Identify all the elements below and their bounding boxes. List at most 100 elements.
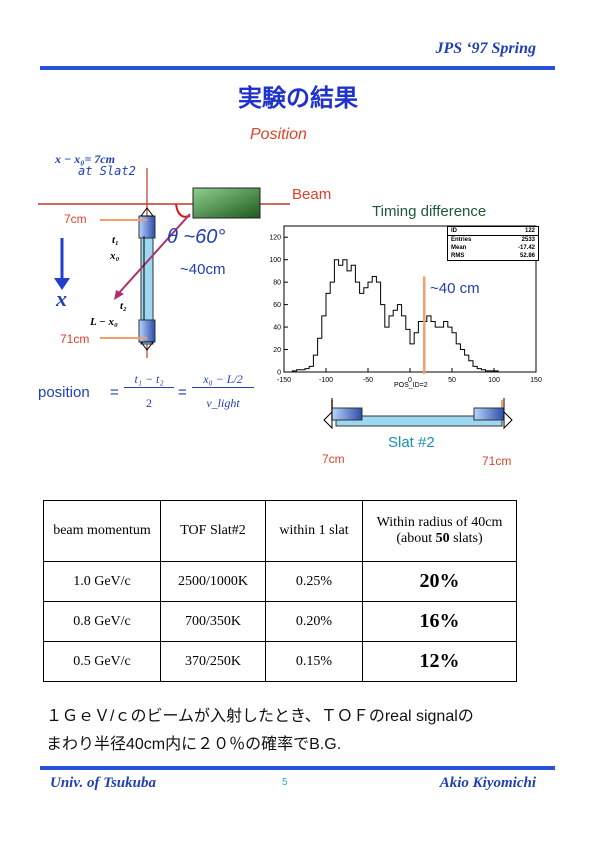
histogram-bin	[406, 329, 410, 372]
histogram-bin	[427, 316, 431, 372]
histogram-xlabel: POS_ID=2	[394, 382, 428, 389]
table-row: 0.5 GeV/c 370/250K 0.15% 12%	[43, 641, 517, 682]
histogram-bin	[330, 282, 334, 372]
histogram-bin	[322, 316, 326, 372]
label-7cm: 7cm	[64, 212, 87, 226]
histogram-bin	[339, 265, 343, 372]
footer-rule	[40, 766, 555, 770]
beam-label: Beam	[292, 186, 332, 203]
histogram-bin	[381, 305, 385, 372]
slat2-label: Slat #2	[388, 434, 435, 451]
x0-label: x₀	[110, 250, 120, 262]
histogram-bin	[343, 260, 347, 372]
header-title: JPS ‘97 Spring	[435, 40, 536, 57]
table-row: 0.8 GeV/c 700/350K 0.20% 16%	[43, 601, 517, 642]
theta-label: θ ~60°	[167, 226, 226, 248]
histogram-bin	[393, 310, 397, 372]
x-tick-label: -150	[277, 377, 291, 384]
histogram-bin	[326, 293, 330, 372]
histogram-bin	[448, 327, 452, 372]
histogram-bin	[351, 265, 355, 372]
y-tick-label: 0	[277, 370, 281, 377]
histogram-title: Timing difference	[372, 203, 487, 220]
x-tick-label: 50	[448, 377, 456, 384]
stats-row: ID 122	[448, 227, 538, 236]
histogram-bin	[431, 321, 435, 372]
track-line	[117, 213, 191, 295]
stats-box: ID 122 Entries 2533 Mean -17.42 RMS 52.86	[447, 226, 539, 261]
histogram-bin	[469, 361, 473, 372]
timing-histogram: -150 -100 -50 0 50 100 150 0 20 40 60 80 100 120	[269, 225, 542, 384]
slat2-7cm: 7cm	[322, 452, 345, 466]
t1-label: t₁	[112, 234, 119, 246]
formula-eq1: =	[110, 384, 119, 401]
histogram-bin	[389, 316, 393, 372]
L-minus-x0-label: L − x₀	[90, 316, 118, 328]
histogram-bin	[402, 316, 406, 372]
histogram-bin	[313, 355, 317, 372]
page-number: 5	[282, 777, 288, 788]
stats-row: Entries 2533	[451, 237, 535, 243]
histogram-bin	[456, 344, 460, 372]
x-axis-label: x	[56, 286, 67, 311]
histogram-bin	[376, 282, 380, 372]
histogram-bin	[418, 321, 422, 372]
histogram-bin	[318, 338, 322, 372]
at-slat2-label: at Slat2	[78, 164, 136, 178]
slat-top-tip	[140, 207, 154, 217]
histogram-bin	[309, 366, 313, 372]
histogram-series	[291, 259, 503, 373]
formula-eq2: =	[178, 384, 187, 401]
histogram-bin	[465, 355, 469, 372]
histogram-bin	[385, 327, 389, 372]
slat2-bar	[335, 415, 503, 427]
footer-right: Akio Kiyomichi	[439, 775, 536, 791]
slat2-diagram	[323, 398, 513, 430]
approx-40cm-label: ~40cm	[180, 261, 226, 278]
summary-line1: １ＧｅＶ/ｃのビームが入射したとき、ＴＯＦのreal signalの	[46, 708, 474, 725]
th-within1: within 1 slat	[265, 500, 363, 562]
table-row: 1.0 GeV/c 2500/1000K 0.25% 20%	[43, 561, 517, 602]
x-tick-label: 0	[408, 377, 412, 384]
x-minus-x0-label: x − x₀= 7cm	[55, 152, 115, 166]
histogram-bin	[460, 350, 464, 372]
label-71cm: 71cm	[60, 332, 90, 346]
t2-label: t₂	[120, 300, 127, 312]
histogram-bin	[334, 260, 338, 372]
position-diagram	[38, 168, 290, 358]
histogram-bin	[444, 321, 448, 372]
y-tick-label: 80	[273, 280, 281, 287]
th-tof: TOF Slat#2	[160, 500, 266, 562]
histogram-bin	[452, 333, 456, 372]
histogram-bin	[355, 282, 359, 372]
th-within40: Within radius of 40cm (about 50 slats)	[362, 500, 517, 562]
y-tick-label: 40	[273, 325, 281, 332]
formula-den2: v_light	[206, 396, 240, 410]
position-label: Position	[250, 126, 307, 143]
histogram-bin	[473, 366, 477, 372]
histogram-bin	[410, 344, 414, 372]
y-tick-label: 60	[273, 302, 281, 309]
histogram-bin	[364, 288, 368, 372]
formula-den1: 2	[146, 396, 152, 410]
x-tick-label: 100	[488, 377, 500, 384]
histogram-bin	[439, 327, 443, 372]
slat-bottom-tip	[140, 341, 154, 351]
x-tick-label: 150	[530, 377, 542, 384]
histogram-bin	[305, 369, 309, 372]
stats-row: RMS 52.86	[451, 253, 535, 259]
histogram-bin	[435, 327, 439, 372]
formula-num1: t₁ − t₂	[124, 372, 174, 388]
formula-position: position	[38, 384, 90, 401]
histogram-bin	[368, 282, 372, 372]
histogram-bin	[477, 369, 481, 372]
summary-line2: まわり半径40cm内に２０％の確率でB.G.	[46, 736, 342, 753]
slide-title: 実験の結果	[238, 85, 358, 112]
x-tick-label: -100	[319, 377, 333, 384]
histogram-bin	[414, 333, 418, 372]
y-tick-label: 100	[269, 257, 281, 264]
stats-row: Mean -17.42	[451, 245, 535, 251]
histogram-bin	[360, 293, 364, 372]
header-rule	[40, 66, 555, 70]
y-tick-label: 20	[273, 347, 281, 354]
